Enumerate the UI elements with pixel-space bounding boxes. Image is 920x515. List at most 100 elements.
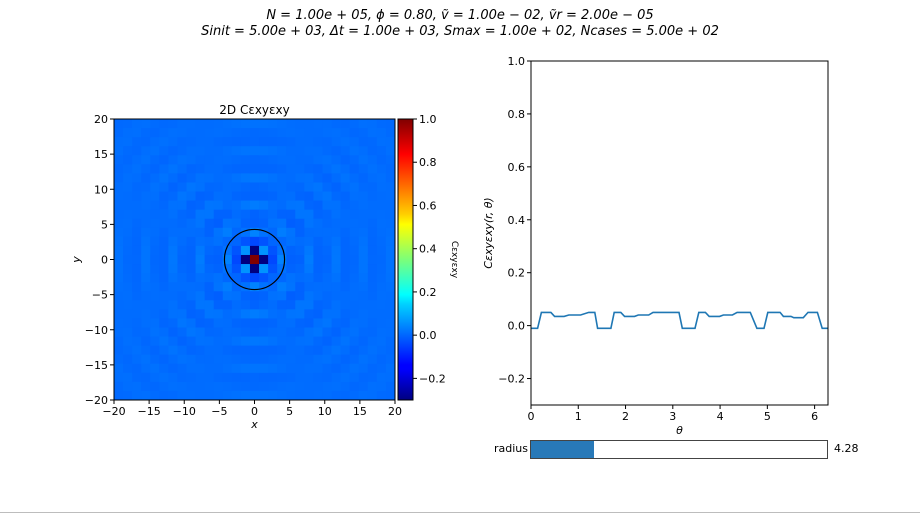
heatmap-cell <box>331 254 342 265</box>
radius-slider[interactable] <box>530 440 828 459</box>
heatmap-cell <box>123 372 133 383</box>
heatmap-cell <box>186 390 197 400</box>
heatmap-cell <box>186 372 197 383</box>
heatmap-cell <box>331 128 342 138</box>
heatmap-cell <box>240 119 251 129</box>
heatmap-cell <box>304 345 315 356</box>
heatmap-cell <box>322 173 333 184</box>
heatmap-cell <box>286 128 296 138</box>
heatmap-cell <box>114 327 124 338</box>
heatmap-cell <box>385 264 395 274</box>
heatmap-cell <box>277 264 287 274</box>
heatmap-cell <box>249 218 260 229</box>
heatmap-cell <box>240 227 251 238</box>
heatmap-cell <box>213 182 224 193</box>
heatmap-cell <box>385 119 395 129</box>
heatmap-cell <box>340 146 351 156</box>
heatmap-cell <box>123 236 133 247</box>
heatmap-cell <box>186 182 197 193</box>
heatmap-cell <box>331 164 342 174</box>
heatmap-cell <box>222 200 233 211</box>
heatmap-cell <box>349 363 360 374</box>
heatmap-cell <box>367 137 378 147</box>
heatmap-cell <box>385 291 395 301</box>
heatmap-cell <box>349 146 360 156</box>
heatmap-cell <box>358 155 369 165</box>
heatmap-cell <box>168 173 179 184</box>
heatmap-cell <box>123 173 133 184</box>
heatmap-cell <box>168 227 179 238</box>
heatmap-cell <box>313 300 324 310</box>
heatmap-cell <box>349 164 360 174</box>
heatmap-cell <box>150 227 160 238</box>
heatmap-cell <box>132 273 142 283</box>
heatmap-cell <box>168 236 179 247</box>
heatmap-cell <box>114 354 124 365</box>
heatmap-cell <box>286 264 296 274</box>
heatmap-cell <box>340 128 351 138</box>
heatmap-cell <box>358 300 369 310</box>
heatmap-cell <box>159 309 169 320</box>
heatmap-cell <box>132 254 142 265</box>
heatmap-cell <box>240 182 251 193</box>
heatmap-cell <box>286 336 296 347</box>
heatmap-cell <box>304 128 315 138</box>
heatmap-x-tick-label: 0 <box>251 405 258 418</box>
heatmap-cell <box>286 245 296 256</box>
heatmap-cell <box>304 372 315 383</box>
heatmap-cell <box>114 227 124 238</box>
heatmap-cell <box>268 191 278 202</box>
colorbar-tick-label: 1.0 <box>419 113 437 126</box>
heatmap-cell <box>141 264 151 274</box>
heatmap-cell <box>159 273 169 283</box>
heatmap-cell <box>132 318 142 329</box>
heatmap-cell <box>123 119 133 129</box>
heatmap-cell <box>358 273 369 283</box>
heatmap-cell <box>286 119 296 129</box>
heatmap-cell <box>195 354 206 365</box>
heatmap-cell <box>331 146 342 156</box>
heatmap-cell <box>141 137 151 147</box>
heatmap-cell <box>231 227 242 238</box>
heatmap-x-tick-label: −5 <box>211 405 227 418</box>
heatmap-cell <box>268 146 278 156</box>
heatmap-cell <box>231 300 242 310</box>
heatmap-cell <box>277 354 287 365</box>
heatmap-cell <box>168 327 179 338</box>
heatmap-cell <box>231 318 242 329</box>
heatmap-cell <box>222 254 233 265</box>
heatmap-cell <box>367 209 378 220</box>
heatmap-cell <box>249 137 260 147</box>
heatmap-cell <box>268 291 278 301</box>
heatmap-cell <box>249 128 260 138</box>
heatmap-cell <box>367 128 378 138</box>
heatmap-cell <box>186 264 197 274</box>
line-x-tick-label: 4 <box>717 410 724 423</box>
heatmap-cell <box>322 137 333 147</box>
heatmap-cell <box>385 236 395 247</box>
radius-slider-fill[interactable] <box>531 441 595 458</box>
heatmap-cell <box>268 182 278 193</box>
heatmap-cell <box>304 200 315 211</box>
heatmap-cell <box>231 245 242 256</box>
heatmap-cell <box>340 336 351 347</box>
heatmap-cell <box>141 327 151 338</box>
heatmap-cell <box>195 282 206 292</box>
heatmap-cell <box>177 336 188 347</box>
heatmap-cell <box>213 209 224 220</box>
heatmap-cell <box>213 327 224 338</box>
heatmap-cell <box>204 390 215 400</box>
heatmap-cell <box>331 354 342 365</box>
heatmap-cell <box>376 327 387 338</box>
heatmap-cell <box>304 381 315 392</box>
line-y-tick-label: 0.4 <box>508 214 526 227</box>
heatmap-cell <box>268 218 278 229</box>
heatmap-cell <box>141 146 151 156</box>
heatmap-cell <box>114 155 124 165</box>
heatmap-cell <box>204 336 215 347</box>
heatmap-cell <box>114 191 124 202</box>
heatmap-cell <box>231 327 242 338</box>
heatmap-cell <box>385 372 395 383</box>
heatmap-cell <box>231 291 242 301</box>
heatmap-cell <box>177 146 188 156</box>
